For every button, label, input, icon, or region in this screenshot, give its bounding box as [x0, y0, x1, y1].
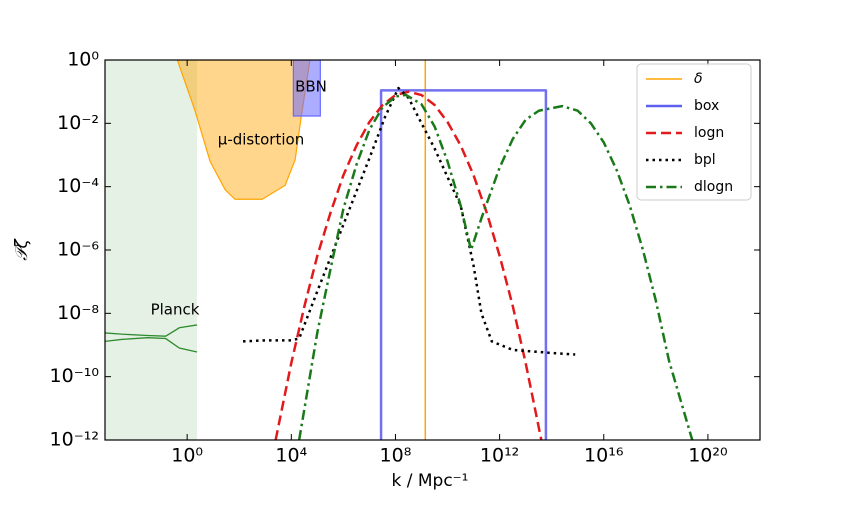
region-label: BBN [295, 78, 327, 96]
y-tick-label: 10⁻⁸ [57, 302, 99, 324]
series-line [379, 89, 548, 440]
x-tick-label: 10⁰ [171, 445, 203, 467]
legend-label: δ [694, 71, 703, 87]
lines [242, 60, 694, 440]
x-tick-label: 10¹² [480, 445, 519, 467]
legend-label: bpl [694, 152, 716, 168]
region-label: μ-distortion [218, 131, 304, 149]
y-tick-label: 10⁻² [57, 112, 99, 134]
region-label: Planck [151, 301, 200, 319]
series-line [274, 90, 543, 440]
constraint-region [105, 60, 198, 440]
y-tick-label: 10⁰ [67, 49, 99, 71]
axes: 10⁰ 10⁴ 10⁸ 10¹² 10¹⁶ 10²⁰ 10⁰ 10⁻² 10⁻⁴ 10⁻⁶ 10⁻⁸… [50, 49, 760, 467]
legend-label: box [694, 98, 719, 114]
legend-box [636, 63, 752, 201]
x-axis-label: k / Mpc⁻¹ [392, 471, 469, 491]
legend: δ box logn bpl dlogn [646, 71, 733, 195]
legend-label: logn [694, 125, 724, 141]
y-tick-label: 10⁻¹⁰ [50, 365, 99, 387]
x-tick-label: 10⁸ [380, 445, 412, 467]
y-axis-label: 𝒫ζ [12, 238, 32, 261]
constraint-region [292, 60, 321, 117]
constraint-line [105, 337, 198, 353]
y-tick-label: 10⁻⁶ [57, 239, 99, 261]
series-line [297, 93, 694, 440]
regions [105, 60, 321, 440]
legend-label: dlogn [694, 179, 733, 195]
x-tick-label: 10¹⁶ [584, 445, 623, 467]
x-tick-label: 10⁴ [275, 445, 307, 467]
x-tick-label: 10²⁰ [688, 445, 727, 467]
y-tick-label: 10⁻¹² [50, 429, 99, 451]
constraint-line [105, 324, 198, 337]
y-tick-label: 10⁻⁴ [57, 175, 99, 197]
